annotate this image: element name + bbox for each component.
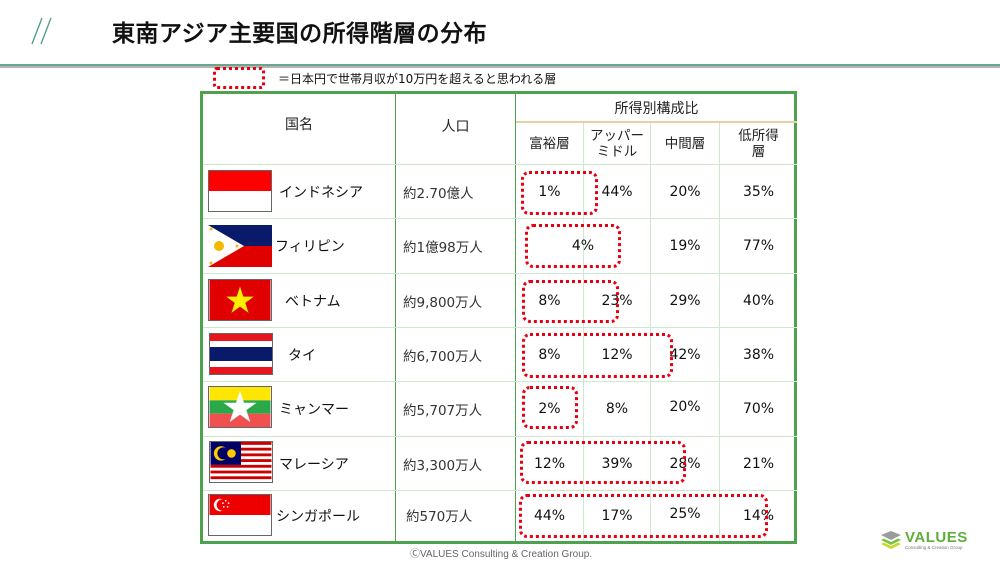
upper-middle-pct: 12% bbox=[601, 346, 633, 363]
country-name: ベトナム bbox=[285, 293, 341, 310]
country-name: インドネシア bbox=[279, 184, 363, 201]
low-income-pct: 70% bbox=[742, 401, 775, 417]
copyright-text: ⒸVALUES Consulting & Creation Group. bbox=[410, 549, 593, 560]
population-value: 約3,300万人 bbox=[403, 457, 483, 474]
malaysia-flag-icon bbox=[209, 441, 273, 483]
myanmar-flag-icon bbox=[208, 386, 272, 428]
header-income-group: 所得別構成比 bbox=[614, 100, 699, 117]
column-divider bbox=[395, 94, 396, 541]
row-divider bbox=[203, 164, 797, 165]
highlight-box-singapore bbox=[519, 494, 768, 538]
wealthy-pct: 12% bbox=[533, 455, 566, 472]
upper-middle-pct: 17% bbox=[601, 508, 633, 524]
wealthy-pct: 44% bbox=[533, 508, 566, 524]
country-name: ミャンマー bbox=[279, 402, 349, 418]
highlight-box-philippines bbox=[525, 224, 621, 268]
low-income-pct: 77% bbox=[742, 238, 775, 254]
subcolumn-divider bbox=[583, 122, 584, 541]
header-divider bbox=[0, 64, 1000, 66]
header-population: 人口 bbox=[441, 119, 470, 135]
upper-middle-pct: 39% bbox=[601, 455, 633, 472]
country-name: シンガポール bbox=[276, 509, 360, 525]
philippines-flag-icon bbox=[208, 225, 272, 267]
indonesia-flag-icon bbox=[208, 170, 272, 212]
wealthy-pct: 8% bbox=[538, 292, 561, 309]
wealthy-upper-middle-pct: 4% bbox=[571, 238, 595, 254]
header-country: 国名 bbox=[285, 117, 313, 133]
middle-pct: 19% bbox=[669, 238, 701, 254]
header-upper-middle: アッパー ミドル bbox=[590, 127, 644, 160]
low-income-pct: 40% bbox=[742, 292, 775, 309]
middle-pct: 20% bbox=[669, 399, 701, 415]
page-title: 東南アジア主要国の所得階層の分布 bbox=[112, 21, 488, 47]
country-name: フィリピン bbox=[275, 239, 345, 255]
header-wealthy: 富裕層 bbox=[529, 135, 570, 152]
logo-name: VALUES bbox=[905, 529, 968, 546]
vietnam-flag-icon bbox=[208, 279, 272, 321]
header-low-income: 低所得 層 bbox=[738, 127, 779, 160]
header-divider-shadow bbox=[0, 66, 1000, 68]
low-income-pct: 35% bbox=[742, 183, 775, 200]
legend-highlight-sample bbox=[213, 67, 265, 89]
population-value: 約5,707万人 bbox=[403, 403, 483, 419]
row-divider bbox=[203, 218, 797, 219]
header-middle: 中間層 bbox=[664, 135, 706, 152]
values-logo-icon bbox=[881, 531, 901, 549]
wealthy-pct: 1% bbox=[538, 183, 561, 200]
middle-pct: 25% bbox=[669, 506, 701, 522]
highlight-box-vietnam bbox=[522, 280, 619, 323]
upper-middle-pct: 8% bbox=[605, 401, 629, 417]
row-divider bbox=[203, 273, 797, 274]
upper-middle-pct: 44% bbox=[601, 183, 633, 200]
country-name: タイ bbox=[288, 347, 316, 364]
subcolumn-divider bbox=[719, 122, 720, 541]
low-income-pct: 38% bbox=[742, 346, 775, 363]
row-divider bbox=[203, 490, 797, 491]
values-logo: VALUES Consulting & Creation Group bbox=[880, 529, 968, 551]
population-value: 約1億98万人 bbox=[403, 240, 483, 256]
row-divider bbox=[203, 436, 797, 437]
income-distribution-table: 国名 人口 所得別構成比 富裕層 アッパー ミドル 中間層 低所得 層 インドネ… bbox=[200, 91, 797, 544]
thailand-flag-icon bbox=[209, 333, 273, 375]
highlight-box-malaysia bbox=[520, 441, 686, 484]
slash-decoration-icon bbox=[31, 17, 52, 45]
highlight-box-myanmar bbox=[522, 386, 578, 429]
middle-pct: 20% bbox=[669, 183, 701, 200]
population-value: 約2.70億人 bbox=[403, 185, 474, 202]
wealthy-pct: 2% bbox=[538, 401, 561, 417]
country-name: マレーシア bbox=[279, 456, 349, 473]
highlight-box-indonesia bbox=[521, 171, 598, 215]
wealthy-pct: 8% bbox=[538, 346, 561, 363]
row-divider bbox=[203, 327, 797, 328]
row-divider bbox=[203, 381, 797, 382]
logo-subtitle: Consulting & Creation Group bbox=[905, 545, 963, 550]
legend-text: ＝日本円で世帯月収が10万円を超えると思われる層 bbox=[278, 72, 557, 86]
singapore-flag-icon bbox=[208, 494, 272, 536]
population-value: 約570万人 bbox=[406, 508, 473, 525]
subheader-divider bbox=[516, 121, 797, 123]
middle-pct: 42% bbox=[669, 346, 701, 363]
highlight-box-thailand bbox=[522, 333, 673, 378]
population-value: 約9,800万人 bbox=[403, 294, 483, 311]
middle-pct: 29% bbox=[669, 292, 701, 309]
subcolumn-divider bbox=[650, 122, 651, 541]
column-divider bbox=[515, 94, 516, 541]
population-value: 約6,700万人 bbox=[403, 348, 483, 365]
low-income-pct: 21% bbox=[742, 455, 775, 472]
